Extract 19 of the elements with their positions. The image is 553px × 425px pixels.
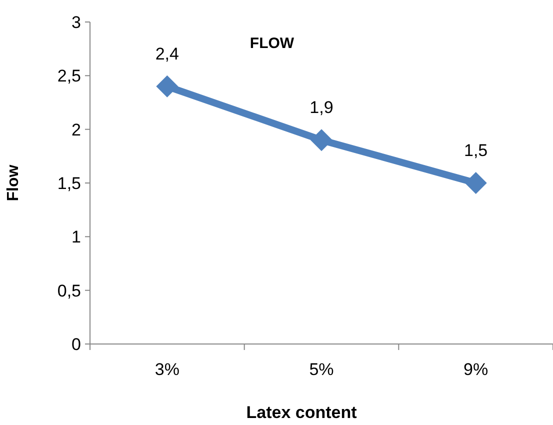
data-label: 1,5 bbox=[464, 141, 488, 160]
y-tick-label: 1 bbox=[72, 228, 81, 247]
point bbox=[310, 129, 332, 152]
y-tick-label: 0 bbox=[72, 334, 81, 354]
x-tick-label: 5% bbox=[309, 360, 334, 379]
y-axis-title: Flow bbox=[5, 164, 22, 202]
y-tick-label: 0,5 bbox=[57, 281, 81, 300]
point bbox=[464, 172, 487, 194]
y-tick-label: 2,5 bbox=[57, 66, 81, 86]
y-tick-label: 3 bbox=[72, 12, 81, 32]
y-tick-label: 2 bbox=[72, 120, 81, 140]
point bbox=[156, 75, 178, 98]
text: FLOW bbox=[250, 35, 295, 52]
data-label: 1,9 bbox=[310, 98, 334, 118]
y-tick-label: 1,5 bbox=[57, 174, 81, 193]
data-label: 2,4 bbox=[155, 44, 179, 64]
x-tick-label: 9% bbox=[464, 360, 488, 379]
x-tick-label: 3% bbox=[154, 360, 180, 379]
x-axis-title: Latex content bbox=[246, 403, 358, 422]
